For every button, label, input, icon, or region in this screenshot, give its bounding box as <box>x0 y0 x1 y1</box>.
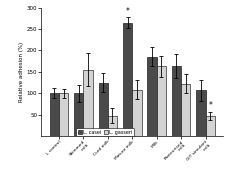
Bar <box>59 93 68 136</box>
Bar <box>98 83 107 136</box>
Bar <box>107 115 117 136</box>
Bar <box>74 93 83 136</box>
Bar <box>147 57 156 136</box>
Bar <box>83 70 92 136</box>
Bar <box>49 93 59 136</box>
Y-axis label: Relative adhesion (%): Relative adhesion (%) <box>19 42 24 102</box>
Bar <box>195 90 205 136</box>
Legend: L. casei, L. gasseri: L. casei, L. gasseri <box>76 128 133 136</box>
Bar <box>171 66 180 136</box>
Bar <box>123 22 132 136</box>
Text: *: * <box>207 101 211 110</box>
Bar <box>205 116 214 136</box>
Bar <box>132 90 141 136</box>
Text: *: * <box>125 7 129 16</box>
Bar <box>180 84 190 136</box>
Bar <box>156 66 165 136</box>
